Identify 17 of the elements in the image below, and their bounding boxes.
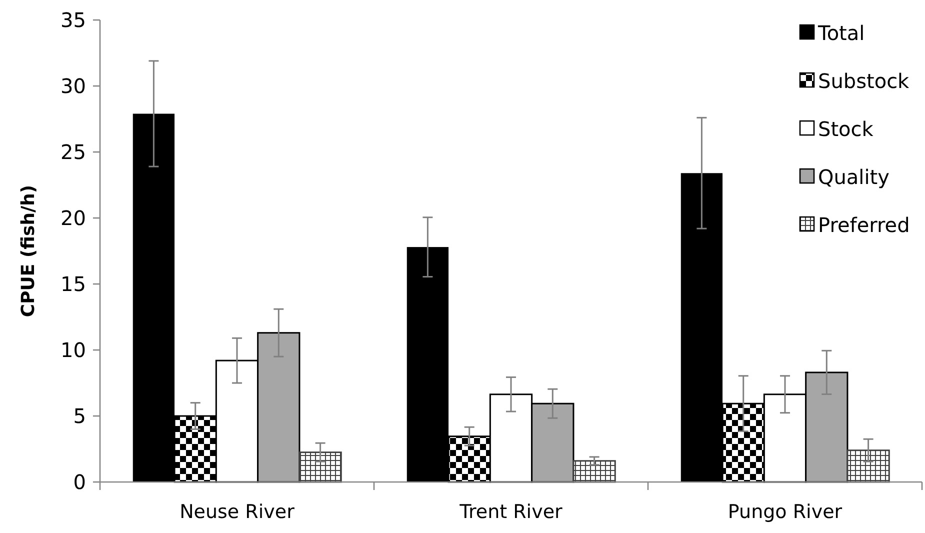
y-tick-label: 15 xyxy=(60,272,86,296)
legend-label: Substock xyxy=(818,69,910,93)
legend-label: Stock xyxy=(818,117,874,141)
x-tick-label: Trent River xyxy=(458,501,563,523)
legend-label: Preferred xyxy=(818,213,910,237)
y-tick-label: 25 xyxy=(60,140,86,164)
x-tick-label: Pungo River xyxy=(728,501,842,523)
y-tick-label: 5 xyxy=(73,404,86,428)
y-axis-title: CPUE (fish/h) xyxy=(18,184,39,318)
legend-label: Total xyxy=(817,21,865,45)
y-tick-label: 35 xyxy=(60,8,86,32)
y-tick-label: 20 xyxy=(60,206,86,230)
y-tick-label: 30 xyxy=(60,74,86,98)
y-tick-label: 10 xyxy=(60,338,86,362)
y-tick-label: 0 xyxy=(73,470,86,494)
x-tick-label: Neuse River xyxy=(180,501,295,523)
legend-label: Quality xyxy=(818,165,890,189)
